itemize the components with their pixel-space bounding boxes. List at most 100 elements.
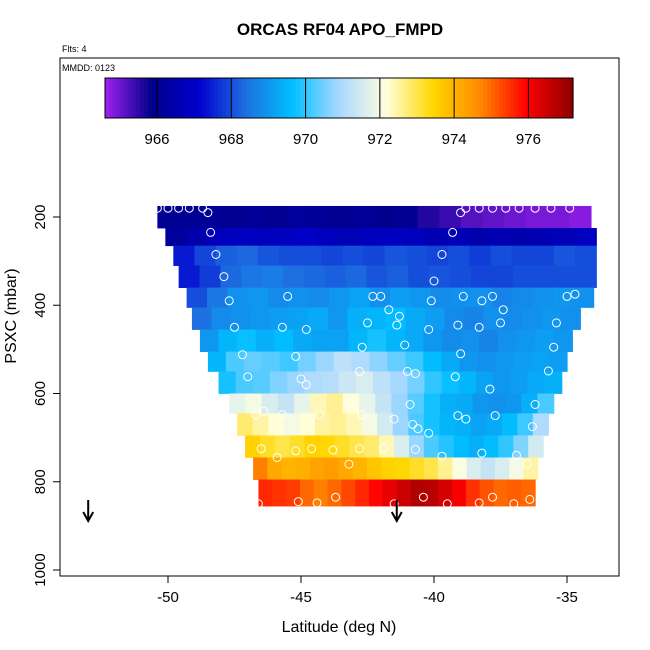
heatmap-cell bbox=[423, 393, 441, 414]
heatmap-cell bbox=[409, 457, 425, 480]
heatmap-cell bbox=[531, 228, 554, 247]
heatmap-cell bbox=[366, 265, 389, 288]
heatmap-cell bbox=[408, 265, 430, 288]
heatmap-cell bbox=[387, 351, 407, 372]
heatmap-cell bbox=[458, 371, 477, 394]
heatmap-cell bbox=[510, 228, 533, 247]
heatmap-cell bbox=[423, 329, 443, 352]
heatmap-cell bbox=[479, 479, 495, 507]
colorbar-segment bbox=[206, 78, 211, 118]
sample-marker bbox=[277, 410, 287, 420]
colorbar-segment bbox=[467, 78, 473, 118]
heatmap-cell bbox=[300, 245, 322, 266]
colorbar-tick-label: 972 bbox=[367, 131, 392, 148]
heatmap-cell bbox=[289, 307, 310, 330]
heatmap-cell bbox=[334, 435, 351, 458]
heatmap-cell bbox=[330, 329, 350, 352]
colorbar-segment bbox=[463, 78, 469, 118]
heatmap-cell bbox=[423, 413, 441, 436]
heatmap-cell bbox=[289, 435, 306, 458]
heatmap-cell bbox=[532, 413, 549, 436]
heatmap-cell bbox=[430, 287, 452, 308]
sample-marker bbox=[253, 499, 263, 509]
sample-marker bbox=[301, 380, 311, 390]
sample-marker bbox=[509, 499, 519, 509]
heatmap-cell bbox=[574, 228, 597, 247]
heatmap-cell bbox=[553, 228, 576, 247]
heatmap-cell bbox=[547, 205, 570, 229]
heatmap-cell bbox=[429, 265, 451, 288]
colorbar-segment bbox=[424, 78, 430, 118]
sample-marker bbox=[376, 291, 386, 301]
heatmap-cell bbox=[491, 287, 513, 308]
heatmap-cell bbox=[455, 413, 472, 436]
colorbar-segment bbox=[459, 78, 465, 118]
heatmap-cell bbox=[297, 351, 317, 372]
x-axis-label: Latitude (deg N) bbox=[282, 619, 397, 636]
heatmap-cell bbox=[173, 245, 196, 266]
heatmap-cell bbox=[381, 457, 397, 480]
sample-marker bbox=[174, 203, 184, 213]
heatmap-cell bbox=[396, 479, 412, 507]
heatmap-cell bbox=[452, 457, 468, 480]
heatmap-cell bbox=[367, 329, 387, 352]
colorbar-segment bbox=[163, 78, 168, 118]
sample-marker bbox=[291, 446, 301, 456]
colorbar-tick-label: 970 bbox=[293, 131, 318, 148]
sample-marker bbox=[461, 203, 471, 213]
colorbar-segment bbox=[136, 78, 141, 118]
heatmap-cell bbox=[532, 245, 555, 266]
sample-marker bbox=[331, 492, 341, 502]
sample-marker bbox=[424, 428, 434, 438]
heatmap-cell bbox=[274, 329, 294, 352]
sample-marker bbox=[490, 411, 500, 421]
heatmap-cell bbox=[237, 413, 254, 436]
heatmap-cell bbox=[502, 307, 523, 330]
heatmap-cell bbox=[493, 479, 509, 507]
sample-markers bbox=[152, 203, 580, 509]
colorbar-segment bbox=[272, 78, 278, 118]
colorbar-segment bbox=[510, 78, 516, 118]
heatmap-cell bbox=[505, 393, 522, 414]
colorbar-segment bbox=[518, 78, 523, 118]
heatmap-cell bbox=[424, 307, 445, 330]
heatmap-cell bbox=[218, 371, 237, 394]
sample-marker bbox=[461, 414, 471, 424]
heatmap-cell bbox=[512, 287, 534, 308]
sample-marker bbox=[328, 445, 338, 455]
colorbar-segment bbox=[202, 78, 207, 118]
heatmap-cell bbox=[493, 371, 511, 394]
sample-marker bbox=[512, 450, 521, 460]
heatmap-cell bbox=[222, 205, 245, 229]
colorbar-segment bbox=[346, 78, 352, 118]
y-tick-label: 600 bbox=[32, 381, 49, 406]
heatmap-cell bbox=[387, 265, 409, 288]
sample-marker bbox=[400, 340, 410, 350]
heatmap-cell bbox=[351, 351, 371, 372]
sample-marker bbox=[389, 499, 399, 509]
sample-marker bbox=[357, 410, 367, 420]
sample-marker bbox=[163, 203, 173, 213]
heatmap-cell bbox=[293, 329, 313, 352]
heatmap-cell bbox=[229, 393, 247, 414]
sample-marker bbox=[501, 203, 511, 213]
heatmap-cell bbox=[247, 287, 269, 308]
colorbar-segment bbox=[498, 78, 504, 118]
sample-marker bbox=[527, 422, 537, 432]
heatmap-cell bbox=[270, 371, 288, 394]
heatmap-cell bbox=[392, 413, 409, 436]
heatmap-cell bbox=[404, 329, 424, 352]
colorbar-segment bbox=[370, 78, 375, 118]
heatmap-cell bbox=[277, 393, 295, 414]
colorbar-segment bbox=[175, 78, 180, 118]
heatmap-cell bbox=[471, 287, 493, 308]
heatmap-cell bbox=[186, 228, 210, 247]
colorbar-segment bbox=[249, 78, 254, 118]
colorbar-segment bbox=[514, 78, 519, 118]
colorbar-segment bbox=[436, 78, 441, 118]
colorbar-segment bbox=[506, 78, 512, 118]
sample-marker bbox=[238, 350, 247, 360]
heatmap-cell bbox=[235, 371, 254, 394]
sample-marker bbox=[530, 203, 540, 213]
heatmap-cell bbox=[452, 479, 467, 507]
